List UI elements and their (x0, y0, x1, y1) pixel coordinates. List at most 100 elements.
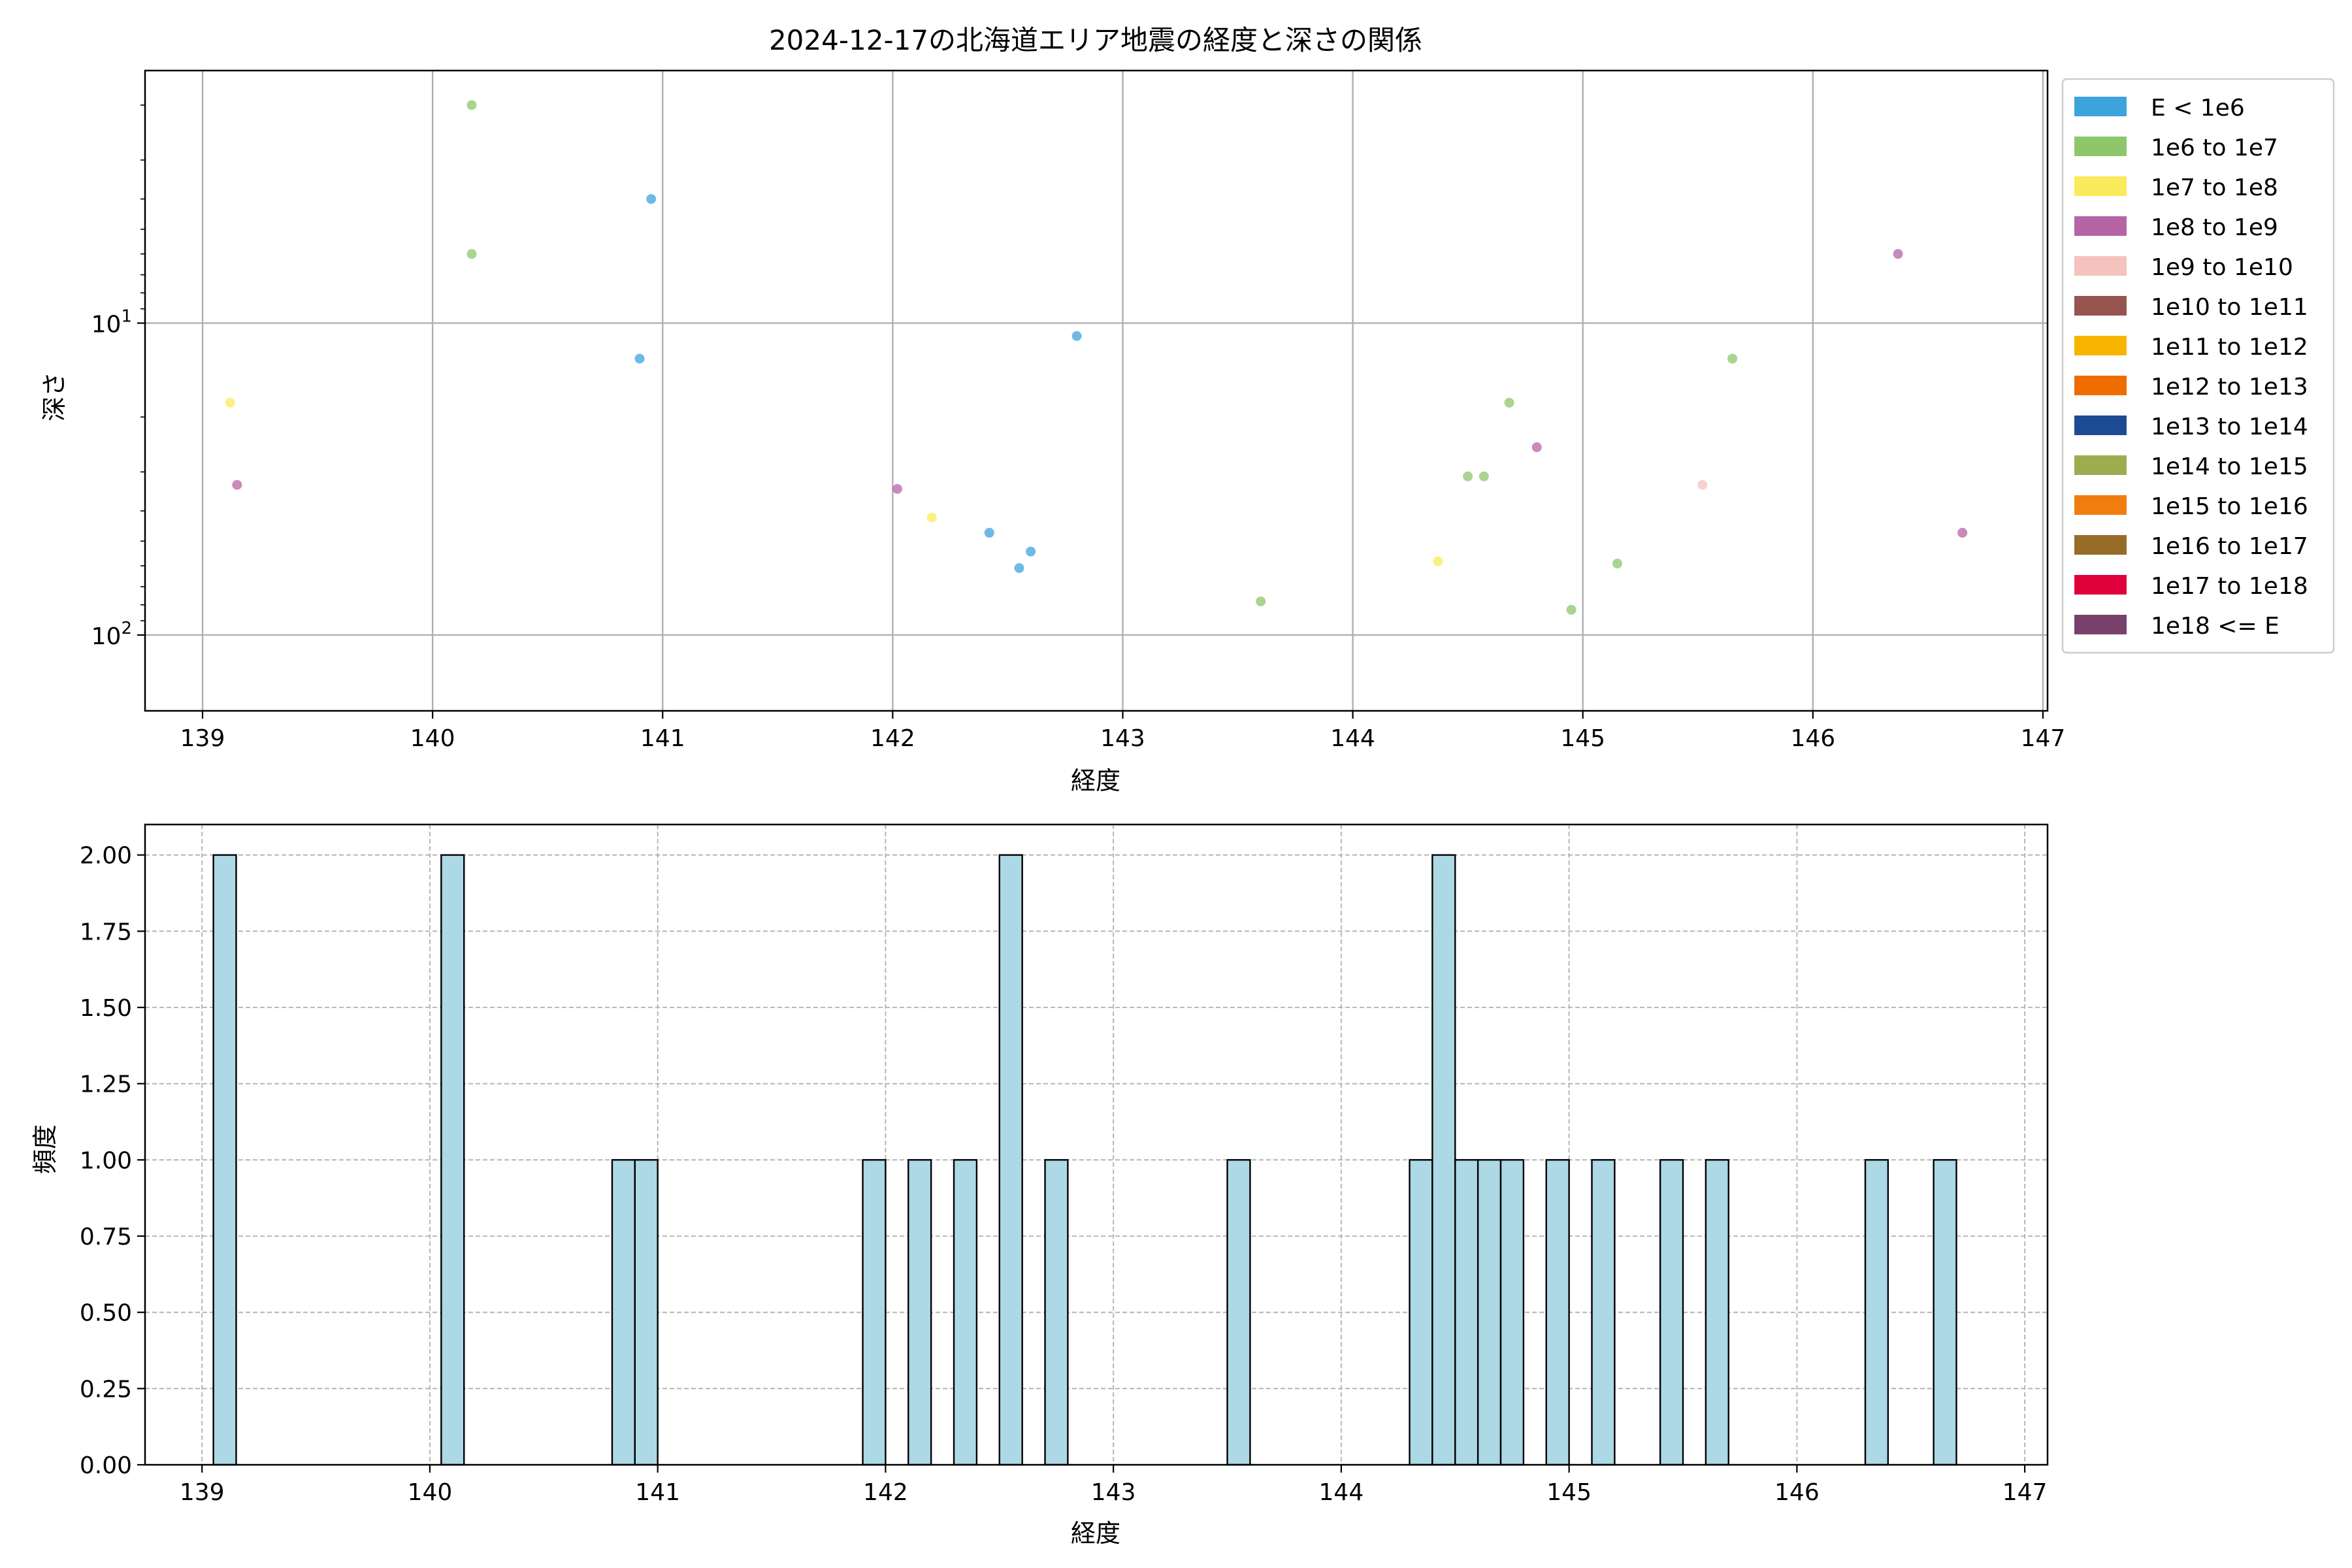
scatter-point (1697, 480, 1708, 490)
scatter-point (1478, 471, 1489, 482)
scatter-point (225, 397, 235, 408)
chart-title: 2024-12-17の北海道エリア地震の経度と深さの関係 (769, 24, 1422, 56)
histogram-bar (611, 1159, 636, 1466)
legend-swatch (2074, 176, 2127, 196)
legend-swatch (2074, 216, 2127, 236)
scatter-point (232, 480, 242, 490)
legend-swatch (2074, 296, 2127, 316)
scatter-point (984, 527, 994, 538)
legend-label: 1e7 to 1e8 (2151, 174, 2278, 201)
scatter-point (634, 353, 645, 364)
y-tick-label: 0.00 (80, 1452, 132, 1479)
legend-swatch (2074, 336, 2127, 355)
x-tick-label: 145 (1546, 1479, 1592, 1506)
histogram-bar (1864, 1159, 1889, 1466)
histogram-bar (1409, 1159, 1433, 1466)
histogram-bar (1477, 1159, 1502, 1466)
histogram-bar (1933, 1159, 1957, 1466)
legend-swatch (2074, 615, 2127, 634)
x-tick-label: 146 (1774, 1479, 1820, 1506)
x-tick-label: 144 (1319, 1479, 1364, 1506)
legend-box (2061, 78, 2335, 654)
scatter-point (1256, 596, 1266, 606)
scatter-point (646, 194, 657, 204)
scatter-point (1071, 331, 1082, 341)
histogram-bar (1044, 1159, 1069, 1466)
histogram-x-ticks: 139 140 141 142 143 144 145 146 147 (180, 1465, 2048, 1506)
legend-label: 1e15 to 1e16 (2151, 493, 2308, 520)
x-tick-label: 146 (1790, 725, 1835, 752)
legend-label: 1e13 to 1e14 (2151, 414, 2308, 440)
legend-label: 1e14 to 1e15 (2151, 453, 2308, 480)
histogram-bar (1499, 1159, 1525, 1466)
y-tick-label: 1.50 (80, 995, 132, 1022)
histogram-bar (998, 854, 1023, 1466)
scatter-x-axis-label: 経度 (1071, 766, 1120, 795)
legend-label: 1e8 to 1e9 (2151, 214, 2278, 241)
x-tick-label: 147 (2002, 1479, 2048, 1506)
histogram-bar (212, 854, 237, 1466)
scatter-point (892, 483, 902, 494)
y-tick-label: 2.00 (80, 843, 132, 870)
x-tick-label: 143 (1091, 1479, 1136, 1506)
legend-swatch (2074, 256, 2127, 276)
legend-swatch (2074, 376, 2127, 395)
x-tick-label: 143 (1100, 725, 1145, 752)
scatter-point (466, 249, 477, 259)
histogram-bar (907, 1159, 932, 1466)
scatter-x-ticks: 139 140 141 142 143 144 145 146 147 (180, 711, 2066, 752)
legend-swatch (2074, 495, 2127, 515)
scatter-point (1566, 604, 1576, 615)
y-tick-label: 1.75 (80, 919, 132, 945)
legend-swatch (2074, 455, 2127, 475)
scatter-point (1014, 563, 1024, 573)
legend-swatch (2074, 575, 2127, 595)
legend: E < 1e6 1e6 to 1e7 1e7 to 1e8 1e8 to 1e9 1e9… (2061, 78, 2335, 654)
y-tick-label: 1.00 (80, 1147, 132, 1174)
y-tick-label: 1.25 (80, 1071, 132, 1098)
legend-label: 1e12 to 1e13 (2151, 374, 2308, 400)
scatter-point (1893, 249, 1903, 259)
x-tick-label: 147 (2021, 725, 2066, 752)
histogram-x-axis-label: 経度 (1071, 1519, 1120, 1548)
histogram-bars (212, 854, 1957, 1466)
histogram-bar (953, 1159, 978, 1466)
legend-label: 1e11 to 1e12 (2151, 334, 2308, 361)
x-tick-label: 144 (1330, 725, 1375, 752)
histogram-bar (1226, 1159, 1251, 1466)
x-tick-label: 139 (180, 1479, 225, 1506)
y-tick-label: 0.75 (80, 1224, 132, 1250)
scatter-point (1727, 353, 1738, 364)
scatter-point (1957, 527, 1968, 538)
histogram-bar (862, 1159, 887, 1466)
x-tick-label: 139 (180, 725, 225, 752)
y-tick-label: 0.50 (80, 1300, 132, 1327)
legend-label: 1e16 to 1e17 (2151, 533, 2308, 560)
scatter-plot-area (145, 71, 2048, 711)
histogram-bar (1659, 1159, 1684, 1466)
legend-label: E < 1e6 (2151, 95, 2245, 122)
legend-label: 1e9 to 1e10 (2151, 254, 2293, 281)
histogram-bar (1431, 854, 1456, 1466)
scatter-point (1504, 397, 1514, 408)
histogram-plot: 139 140 141 142 143 144 145 146 147 0.00 0.25 0.50… (80, 823, 2049, 1506)
scatter-points (225, 100, 1968, 615)
scatter-point (1433, 556, 1443, 566)
histogram-bar (440, 854, 465, 1466)
legend-swatch (2074, 97, 2127, 116)
x-tick-label: 145 (1560, 725, 1605, 752)
x-tick-label: 140 (408, 1479, 453, 1506)
histogram-y-axis-label: 頻度 (31, 1124, 59, 1174)
histogram-bar (1454, 1159, 1479, 1466)
x-tick-label: 142 (870, 725, 915, 752)
y-tick-label: 0.25 (80, 1376, 132, 1403)
histogram-bar (634, 1159, 659, 1466)
histogram-bar (1591, 1159, 1616, 1466)
x-tick-label: 141 (640, 725, 685, 752)
scatter-point (1463, 471, 1473, 482)
scatter-point (926, 512, 937, 523)
legend-label: 1e10 to 1e11 (2151, 294, 2308, 321)
histogram-bar (1545, 1159, 1570, 1466)
